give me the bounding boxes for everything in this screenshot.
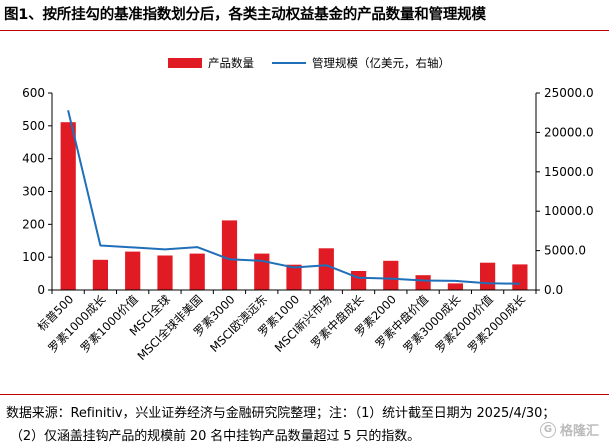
y-right-tick-label: 20000.0 xyxy=(544,125,594,139)
title-bar: 图1、按所挂勾的基准指数划分后，各类主动权益基金的产品数量和管理规模 xyxy=(0,0,609,31)
y-left-tick-label: 200 xyxy=(22,217,45,231)
watermark: G 格隆汇 xyxy=(539,420,599,439)
bar-4 xyxy=(189,253,205,290)
legend-label-line: 管理规模（亿美元，右轴） xyxy=(312,56,450,70)
bar-0 xyxy=(60,122,76,290)
legend-swatch-bar xyxy=(168,58,202,68)
bar-3 xyxy=(157,255,173,290)
chart-area: 产品数量 管理规模（亿美元，右轴） 0 100 200 300 400 500 600 0.0 50… xyxy=(22,56,594,363)
footnote-line-1: 数据来源：Refinitiv，兴业证券经济与金融研究院整理；注：（1）统计截至日… xyxy=(6,406,556,421)
footnote-line-2: （2）仅涵盖挂钩产品的规模前 20 名中挂钩产品数量超过 5 只的指数。 xyxy=(10,429,421,444)
bar-5 xyxy=(221,220,238,290)
bar-6 xyxy=(254,253,270,290)
y-right-tick-label: 15000.0 xyxy=(544,165,594,179)
y-left-tick-label: 100 xyxy=(22,250,45,264)
legend: 产品数量 管理规模（亿美元，右轴） xyxy=(168,56,450,70)
legend-label-bar: 产品数量 xyxy=(208,56,254,70)
y-right-tick-label: 0.0 xyxy=(544,283,563,297)
y-left-tick-label: 0 xyxy=(37,283,45,297)
bar-14 xyxy=(512,264,528,290)
footer-rule xyxy=(0,394,609,395)
y-right-tick-label: 5000.0 xyxy=(544,244,586,258)
bar-8 xyxy=(318,248,334,290)
bar-11 xyxy=(415,275,431,290)
bar-9 xyxy=(351,271,367,290)
y-right-tick-label: 25000.0 xyxy=(544,86,594,100)
bar-12 xyxy=(447,283,463,290)
chart-title: 图1、按所挂勾的基准指数划分后，各类主动权益基金的产品数量和管理规模 xyxy=(4,7,486,23)
y-left-tick-label: 400 xyxy=(22,152,45,166)
y-right-tick-label: 10000.0 xyxy=(544,204,594,218)
watermark-text: 格隆汇 xyxy=(559,424,599,439)
bar-13 xyxy=(480,262,496,290)
bar-10 xyxy=(383,260,399,290)
y-left-tick-label: 300 xyxy=(22,185,45,199)
line-series-aum xyxy=(67,110,520,285)
bar-2 xyxy=(125,251,141,290)
bar-1 xyxy=(92,259,108,290)
y-left-tick-label: 600 xyxy=(22,86,45,100)
x-tick-label: 罗素2000成长 xyxy=(465,292,528,355)
gelonghui-logo-icon: G xyxy=(539,421,556,438)
y-left-tick-label: 500 xyxy=(22,119,45,133)
bar-7 xyxy=(286,264,302,290)
